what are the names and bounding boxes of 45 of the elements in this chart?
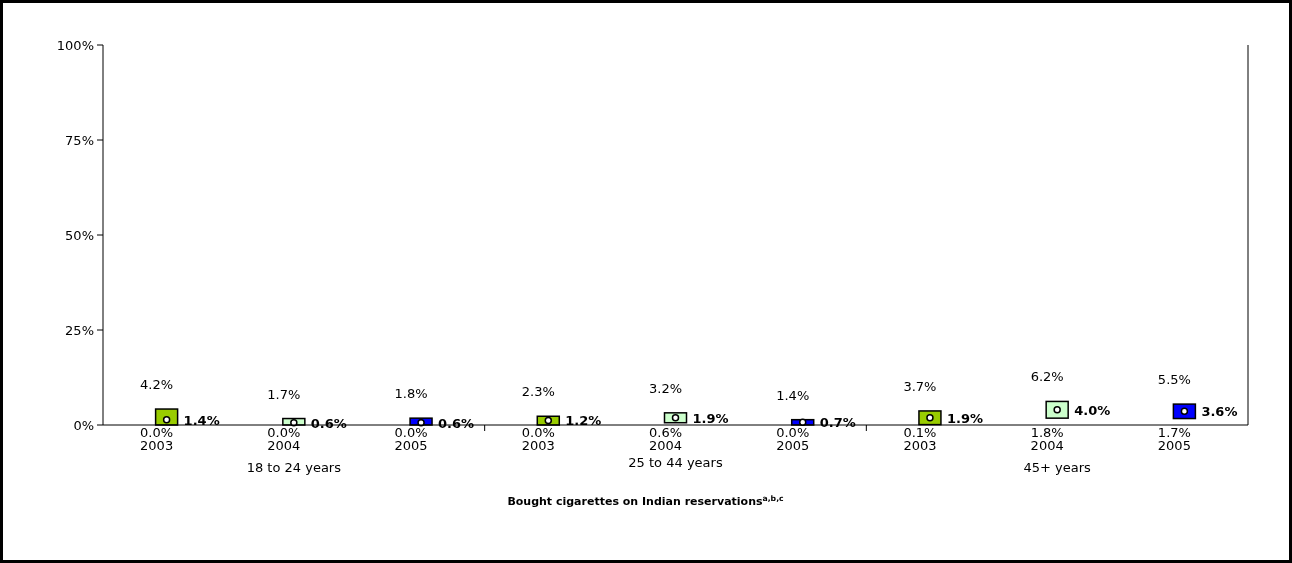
y-tick-label: 50% [65, 227, 94, 243]
data-label: 2.3% [521, 384, 555, 400]
x-tick-label: 2003 [521, 438, 555, 453]
x-tick-label: 2003 [140, 438, 174, 453]
data-label: 1.9% [692, 410, 729, 426]
data-label: 3.6% [1201, 404, 1238, 420]
x-tick-label: 2003 [903, 438, 937, 453]
x-tick-label: 2005 [1157, 438, 1191, 453]
data-label: 0.6% [310, 415, 347, 431]
data-label: 1.9% [946, 410, 984, 426]
text: 18 to 24 years [246, 459, 342, 475]
data-label: 6.2% [1030, 369, 1064, 385]
x-tick-label: 2004 [648, 438, 683, 453]
annotation: 0.0% [394, 425, 428, 440]
data-label: 4.0% [1074, 402, 1111, 418]
y-tick-label: 0% [73, 417, 94, 433]
annotation: 0.0% [267, 425, 301, 440]
data-label: 1.2% [565, 413, 602, 429]
y-tick-label: 75% [65, 132, 94, 148]
annotation: 1.7% [1157, 425, 1191, 440]
annotation: 0.6% [648, 425, 683, 440]
annotation: 0.0% [140, 425, 174, 440]
x-axis-title: Bought cigarettes on Indian reservations$^{a,b,c}$ [507, 493, 785, 508]
annotation: 0.0% [521, 425, 555, 440]
annotation: 0.1% [903, 425, 937, 440]
data-label: 1.4% [776, 387, 810, 403]
data-label: 3.2% [648, 380, 683, 396]
annotation: 1.8% [1030, 425, 1064, 440]
text: 25 to 44 years [628, 454, 723, 470]
data-label: 3.7% [903, 378, 937, 394]
y-tick-label: 100% [56, 37, 94, 53]
data-label: 0.7% [819, 415, 856, 431]
data-label: 1.7% [267, 386, 301, 402]
x-tick-label: 2004 [267, 438, 301, 453]
x-tick-label: 2004 [1030, 438, 1064, 453]
data-label: 0.6% [438, 415, 475, 431]
x-tick-label: 2005 [776, 438, 810, 453]
data-label: 1.8% [394, 386, 428, 402]
y-tick-label: 25% [65, 322, 94, 338]
text: 45+ years [1023, 459, 1092, 475]
annotation: 0.0% [776, 425, 810, 440]
x-tick-label: 2005 [394, 438, 428, 453]
data-label: 1.4% [183, 412, 220, 428]
data-label: 4.2% [140, 377, 174, 393]
data-label: 5.5% [1157, 372, 1191, 388]
